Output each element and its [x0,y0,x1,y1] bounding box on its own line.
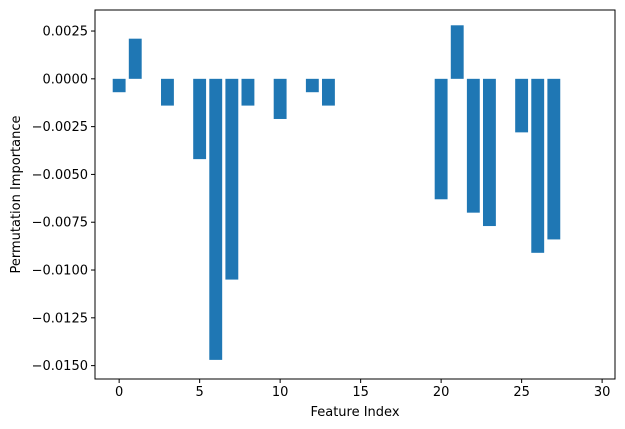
bars-group [112,25,561,360]
x-tick-label: 15 [352,385,369,400]
x-tick-label: 10 [272,385,289,400]
bar-feature-21 [450,25,464,79]
bar-feature-12 [305,78,319,93]
x-axis-label: Feature Index [310,405,399,420]
bar-feature-13 [321,78,335,106]
x-tick-label: 20 [433,385,450,400]
x-tick-label: 25 [513,385,530,400]
bar-feature-10 [273,78,287,119]
bar-feature-3 [161,78,174,106]
bar-feature-22 [466,78,480,213]
bar-feature-23 [482,78,496,227]
y-tick-label: −0.0150 [32,359,88,374]
x-tick-label: 30 [594,385,611,400]
y-tick-label: −0.0075 [32,216,88,231]
bar-feature-6 [209,78,223,360]
bar-feature-8 [241,78,255,106]
bar-feature-1 [128,38,142,79]
x-tick-label: 5 [196,385,204,400]
x-tick-label: 0 [115,385,123,400]
bar-feature-20 [434,78,448,200]
bar-feature-0 [112,78,126,93]
bar-feature-27 [547,78,561,240]
y-tick-label: 0.0025 [43,25,89,40]
bar-feature-26 [531,78,545,253]
y-tick-label: −0.0100 [32,264,88,279]
y-tick-label: −0.0025 [32,120,88,135]
bar-feature-7 [225,78,239,280]
plot-frame [94,9,616,380]
y-tick-label: 0.0000 [43,72,89,87]
ticks-group: 0 5 10 15 20 25 30 0.0025 0.0000 −0.0025 −0.0050 −0… [32,25,611,400]
y-tick-label: −0.0125 [32,311,88,326]
bar-feature-5 [193,78,207,160]
y-tick-label: −0.0050 [32,168,88,183]
bar-feature-25 [515,78,529,133]
y-axis-label: Permutation Importance [9,116,24,274]
